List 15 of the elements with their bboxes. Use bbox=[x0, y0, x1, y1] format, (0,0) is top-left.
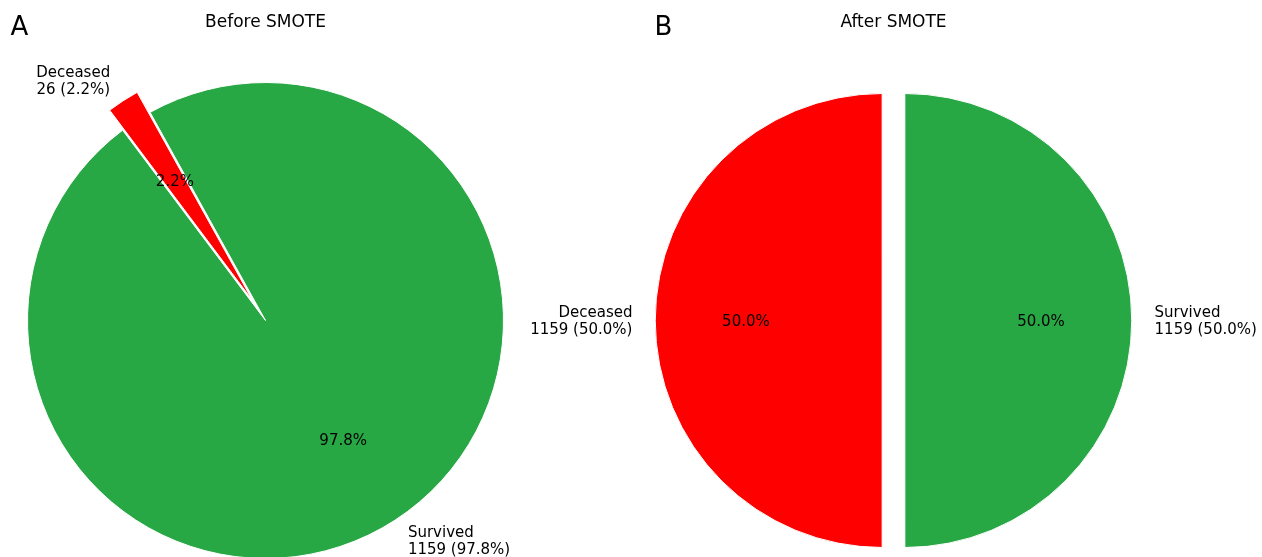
chart-subtitle: B bbox=[654, 10, 673, 41]
slice-label: Survived bbox=[407, 522, 474, 541]
data-label: 1159 (50.0%) bbox=[1154, 320, 1257, 338]
slice-label: Deceased bbox=[36, 63, 111, 82]
data-label: 1159 (97.8%) bbox=[407, 539, 511, 557]
text: 50.0% bbox=[722, 311, 770, 330]
text: 97.8% bbox=[319, 431, 367, 450]
text: 50.0% bbox=[1017, 311, 1065, 330]
chart-subtitle: A bbox=[10, 10, 29, 41]
chart-title: After SMOTE bbox=[840, 10, 947, 31]
data-label: 1159 (50.0%) bbox=[530, 320, 633, 338]
chart-title: Before SMOTE bbox=[205, 10, 326, 31]
data-label: 26 (2.2%) bbox=[36, 80, 111, 99]
slice-label: Deceased bbox=[558, 303, 633, 321]
slice-label: Survived bbox=[1154, 303, 1221, 321]
